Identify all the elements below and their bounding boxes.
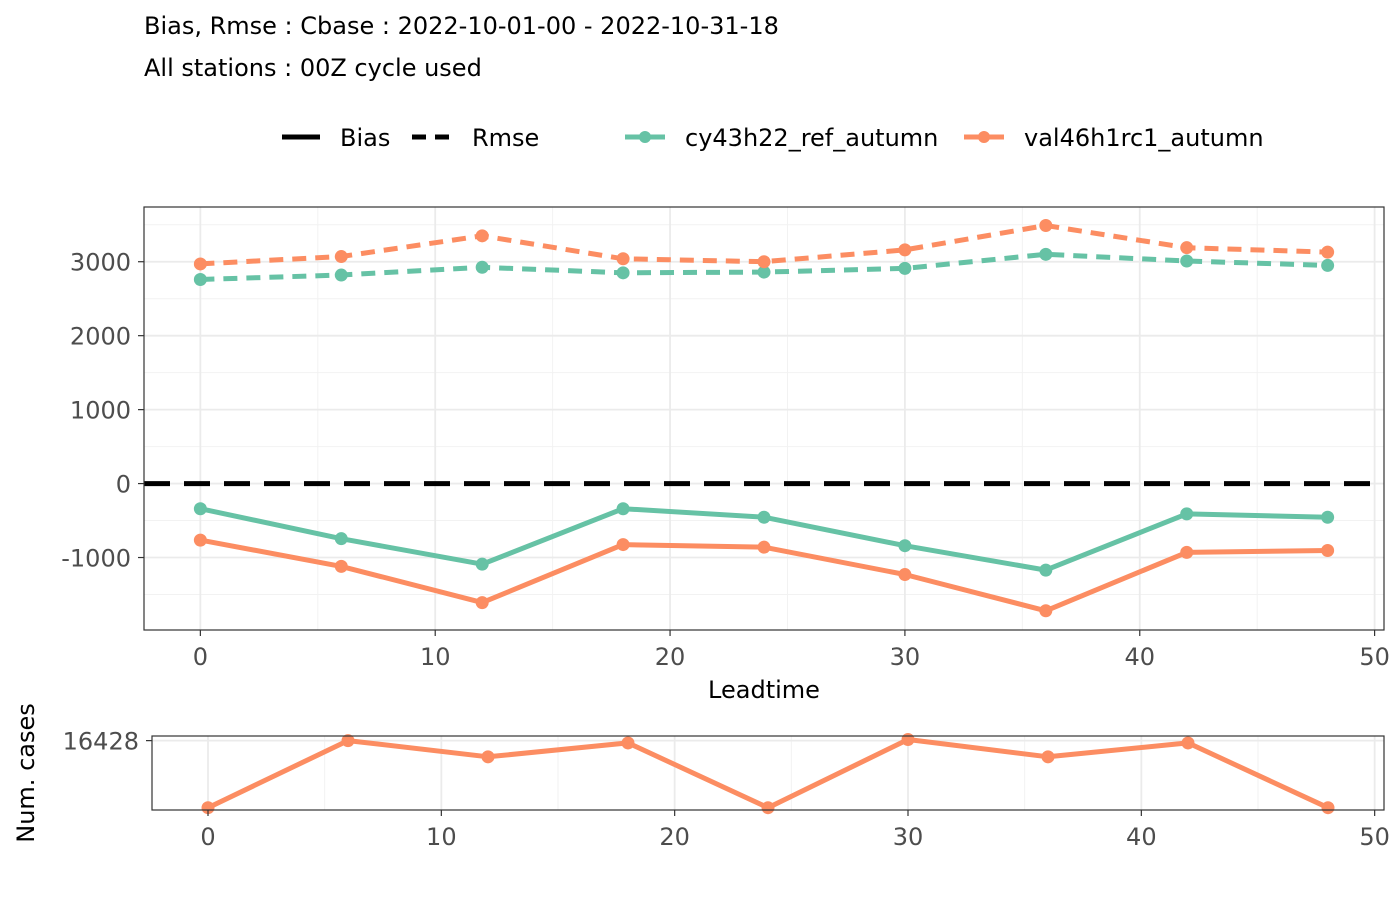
data-point [1180,507,1194,521]
data-point [1039,247,1053,261]
x-tick-label: 50 [1359,643,1390,671]
sub-panel-border [151,735,1385,811]
data-point [475,229,489,243]
data-point [757,265,771,279]
data-point [901,732,915,746]
data-point [193,502,207,516]
x-tick-label: 30 [890,643,921,671]
data-point [898,539,912,553]
data-point [1180,545,1194,559]
main-x-axis-label: Leadtime [708,676,820,704]
sub-axes: 0 10 20 30 40 50 16428 [63,728,1390,851]
data-point [193,272,207,286]
data-point [193,533,207,547]
data-point [757,510,771,524]
data-point [334,250,348,264]
data-point [481,750,495,764]
data-point [898,568,912,582]
series-line [200,223,1328,267]
series-line [206,737,1330,811]
data-point [616,252,630,266]
x-tick-label: 20 [659,823,690,851]
legend-label-bias: Bias [340,124,390,152]
x-tick-label: 40 [1126,823,1157,851]
data-point [761,801,775,815]
data-point [334,559,348,573]
y-tick-label: 0 [116,471,131,499]
x-tick-label: 10 [426,823,457,851]
data-point [1321,510,1335,524]
legend: Bias Rmse cy43h22_ref_autumn val46h1rc1_… [282,124,1264,152]
chart-subtitle: All stations : 00Z cycle used [144,54,482,82]
data-point [1039,218,1053,232]
y-tick-label: 2000 [70,323,131,351]
data-point [898,261,912,275]
x-tick-label: 0 [193,643,208,671]
sub-series-lines [206,737,1330,811]
data-point [898,243,912,257]
data-point [1039,604,1053,618]
data-point [1041,750,1055,764]
data-point [1321,544,1335,558]
y-tick-label: 16428 [63,728,139,756]
data-point [616,266,630,280]
y-tick-label: 1000 [70,397,131,425]
legend-label-val46h1rc1: val46h1rc1_autumn [1024,124,1264,152]
main-axes: 0 10 20 30 40 50 -1000 0 1000 2000 3000 [61,249,1390,671]
x-tick-label: 40 [1124,643,1155,671]
y-tick-label: -1000 [61,545,131,573]
data-point [616,538,630,552]
data-point [341,734,355,748]
sub-y-axis-label: Num. cases [12,703,40,842]
data-point [1321,258,1335,272]
legend-label-rmse: Rmse [472,124,539,152]
data-point [757,540,771,554]
data-point [616,502,630,516]
data-point [201,801,215,815]
data-point [1181,736,1195,750]
chart-title: Bias, Rmse : Cbase : 2022-10-01-00 - 202… [144,12,779,40]
main-panel-border [143,206,1385,631]
x-tick-label: 10 [420,643,451,671]
data-point [757,255,771,269]
x-tick-label: 0 [200,823,215,851]
data-point [334,268,348,282]
data-point [1180,254,1194,268]
legend-marker-val46h1rc1 [978,131,990,143]
data-point [475,596,489,610]
data-point [193,257,207,271]
data-point [475,260,489,274]
main-series-points [193,218,1335,618]
data-point [1321,801,1335,815]
x-tick-label: 20 [655,643,686,671]
data-point [475,557,489,571]
data-point [621,736,635,750]
data-point [1180,241,1194,255]
data-point [1321,245,1335,259]
data-point [1039,563,1053,577]
y-tick-label: 3000 [70,249,131,277]
legend-label-cy43h22: cy43h22_ref_autumn [685,124,938,152]
data-point [334,532,348,546]
x-tick-label: 30 [893,823,924,851]
legend-marker-cy43h22 [639,131,651,143]
x-tick-label: 50 [1359,823,1390,851]
